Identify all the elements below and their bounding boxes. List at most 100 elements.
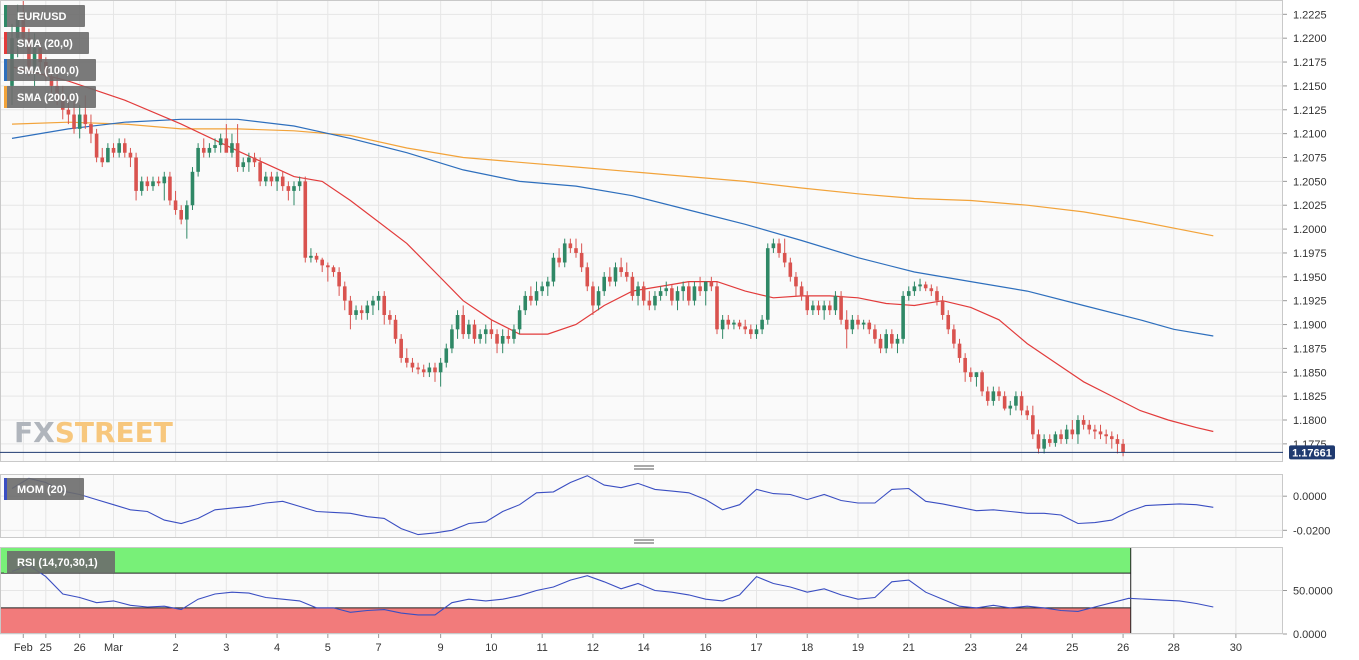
candle — [264, 171, 268, 187]
candle-body — [427, 367, 432, 373]
candle — [303, 176, 308, 263]
candle-body — [393, 319, 398, 339]
price-tag: 1.17661 — [1289, 445, 1335, 460]
x-tick-label: 18 — [801, 642, 813, 654]
candle — [794, 272, 798, 296]
y-tick-label-main: 1.2150 — [1293, 81, 1327, 93]
candle-body — [923, 284, 928, 289]
pane-resize-handle-2[interactable] — [634, 539, 654, 544]
legend-rsi[interactable]: RSI (14,70,30,1) — [4, 551, 115, 573]
candle — [213, 138, 217, 153]
candle-body — [303, 181, 308, 258]
y-tick-label-rsi: 0.0000 — [1293, 629, 1327, 641]
candle-body — [230, 143, 234, 153]
candle-body — [692, 286, 697, 301]
candle — [765, 243, 770, 325]
candle — [326, 262, 330, 282]
candle — [489, 319, 494, 339]
candle — [427, 362, 432, 378]
x-tick-label: 24 — [1015, 642, 1027, 654]
candle-body — [185, 205, 189, 220]
candle-body — [641, 286, 646, 301]
y-tick-label-main: 1.2000 — [1293, 224, 1327, 236]
candle-body — [405, 357, 409, 363]
sma100-line — [11, 118, 1214, 337]
candle — [901, 291, 905, 344]
x-tick-label: 14 — [638, 642, 650, 654]
candle — [720, 315, 725, 339]
candle — [1019, 391, 1024, 416]
pane-background-mom — [0, 474, 1283, 538]
svg-text:FXSTREET: FXSTREET — [14, 416, 173, 449]
candle-body — [416, 367, 420, 370]
candle-body — [715, 286, 719, 330]
candle — [608, 267, 612, 287]
candle-body — [1053, 434, 1058, 443]
legend-eurusd[interactable]: EUR/USD — [4, 5, 85, 27]
candle — [320, 257, 324, 273]
indicator-lines — [11, 475, 1214, 616]
candle — [1098, 424, 1103, 440]
legend-mom-label: MOM (20) — [17, 484, 67, 496]
candle — [201, 138, 206, 158]
candle — [799, 281, 804, 301]
candle — [1059, 429, 1063, 444]
candle — [895, 334, 900, 354]
candle-body — [483, 329, 488, 335]
candle — [546, 276, 550, 296]
candle — [743, 319, 747, 335]
candle-body — [546, 281, 550, 287]
candle — [613, 262, 618, 287]
x-tick-label: 12 — [587, 642, 599, 654]
candle-body — [247, 157, 251, 163]
candle — [681, 281, 685, 301]
candle-body — [918, 284, 922, 287]
candle-body — [450, 329, 454, 349]
candle-body — [1025, 410, 1029, 416]
candle-body — [940, 300, 945, 315]
candle-body — [833, 295, 838, 311]
candle — [444, 343, 449, 368]
candle-body — [754, 329, 759, 335]
candle — [450, 324, 454, 354]
legend-mom[interactable]: MOM (20) — [4, 478, 84, 500]
legend-sma20[interactable]: SMA (20,0) — [4, 32, 89, 54]
candle-body — [286, 186, 291, 191]
candle — [1081, 415, 1086, 430]
candle-body — [906, 291, 911, 296]
sma20-line — [11, 66, 1214, 433]
candle-body — [309, 255, 313, 258]
candle — [624, 262, 629, 282]
candle — [230, 133, 234, 158]
candle — [867, 319, 872, 335]
candle-body — [1093, 429, 1097, 432]
candle-body — [658, 291, 663, 296]
candle — [241, 157, 246, 172]
candle — [100, 147, 105, 168]
legend-sma200[interactable]: SMA (200,0) — [4, 86, 96, 108]
candle-body — [1070, 429, 1075, 435]
candle — [1053, 431, 1058, 447]
candle-body — [66, 109, 71, 115]
candle — [371, 295, 375, 315]
candle — [985, 386, 990, 406]
pane-resize-handle-1[interactable] — [634, 465, 654, 470]
candle-body — [670, 288, 674, 301]
candle-body — [201, 147, 206, 153]
candle — [912, 281, 917, 296]
candle-body — [737, 322, 742, 327]
candle-body — [681, 286, 685, 292]
legend-sma100[interactable]: SMA (100,0) — [4, 59, 96, 81]
candle-body — [895, 338, 900, 344]
candle-body — [523, 295, 528, 311]
candle — [235, 124, 240, 172]
candle-body — [218, 138, 223, 146]
candle-body — [326, 265, 330, 268]
y-tick-label-main: 1.2225 — [1293, 9, 1327, 21]
candle-body — [969, 372, 973, 378]
candle-body — [574, 248, 578, 253]
candle-body — [630, 276, 635, 296]
candle — [314, 252, 319, 263]
candle-body — [760, 319, 764, 330]
